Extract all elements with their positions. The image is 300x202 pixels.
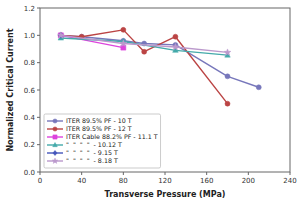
- y-tick-label: 1.0: [24, 32, 35, 40]
- x-tick-label: 40: [77, 177, 86, 185]
- legend-label: ITER 89.5% PF - 12 T: [66, 125, 132, 132]
- data-point: [58, 32, 65, 38]
- y-tick: [37, 35, 40, 36]
- y-tick: [37, 62, 40, 63]
- x-tick-label: 240: [283, 177, 296, 185]
- data-point: [256, 85, 261, 90]
- y-tick-label: 0.8: [24, 59, 35, 67]
- x-tick: [165, 172, 166, 175]
- data-point: [120, 40, 127, 46]
- legend-label: ITER 89.5% PF - 10 T: [66, 117, 132, 124]
- y-tick-label: 1.2: [24, 5, 35, 13]
- series-line: [61, 38, 228, 55]
- legend-marker: [53, 135, 57, 139]
- data-point: [224, 49, 231, 55]
- legend: ITER 89.5% PF - 10 TITER 89.5% PF - 12 T…: [44, 114, 161, 168]
- x-tick-label: 160: [200, 177, 213, 185]
- data-point: [225, 101, 230, 106]
- legend-label: ITER Cable 88.2% PF - 11.1 T: [66, 133, 158, 140]
- legend-label: " " " " - 9.15 T: [66, 149, 118, 156]
- x-tick-label: 200: [242, 177, 255, 185]
- y-tick: [37, 144, 40, 145]
- x-tick-label: 120: [158, 177, 171, 185]
- series-line: [61, 35, 259, 87]
- y-tick: [37, 117, 40, 118]
- x-axis-label: Transverse Pressure (MPa): [105, 190, 226, 199]
- legend-label: " " " " - 8.18 T: [66, 157, 118, 164]
- series: [58, 32, 63, 38]
- plot-area: [58, 27, 262, 106]
- x-tick: [290, 172, 291, 175]
- series: [58, 35, 230, 57]
- chart: 0 40 80 120 160 200 240 0.0 0.2 0.4 0.6 0.8 1.0 1.2 Tr…: [0, 0, 300, 202]
- data-point: [121, 27, 126, 32]
- series-line: [61, 30, 228, 104]
- data-point: [58, 32, 63, 38]
- data-point: [225, 74, 230, 79]
- y-tick-label: 0.4: [24, 114, 36, 122]
- series: [58, 27, 230, 106]
- y-axis-label: Normalized Critical Current: [6, 28, 15, 151]
- y-tick: [37, 8, 40, 9]
- x-tick: [206, 172, 207, 175]
- plot-frame: [40, 8, 290, 172]
- axes: 0 40 80 120 160 200 240 0.0 0.2 0.4 0.6 0.8 1.0 1.2: [24, 5, 297, 186]
- y-tick: [37, 90, 40, 91]
- data-point: [172, 43, 179, 49]
- data-point: [142, 49, 147, 54]
- x-tick: [123, 172, 124, 175]
- x-tick-label: 80: [119, 177, 128, 185]
- x-tick: [248, 172, 249, 175]
- series: [58, 33, 261, 90]
- legend-frame: [44, 114, 161, 168]
- x-tick-label: 0: [38, 177, 42, 185]
- data-point: [173, 34, 178, 39]
- legend-label: " " " " - 10.12 T: [66, 141, 122, 148]
- series-line: [61, 35, 228, 52]
- series: [58, 32, 231, 55]
- legend-marker: [53, 119, 57, 123]
- legend-marker: [53, 150, 57, 155]
- legend-marker: [53, 142, 58, 146]
- y-tick-label: 0.6: [24, 87, 36, 95]
- y-tick-label: 0.0: [24, 169, 35, 177]
- legend-marker: [52, 158, 58, 163]
- y-tick: [37, 172, 40, 173]
- y-tick-label: 0.2: [24, 141, 35, 149]
- x-tick: [81, 172, 82, 175]
- legend-marker: [53, 127, 57, 131]
